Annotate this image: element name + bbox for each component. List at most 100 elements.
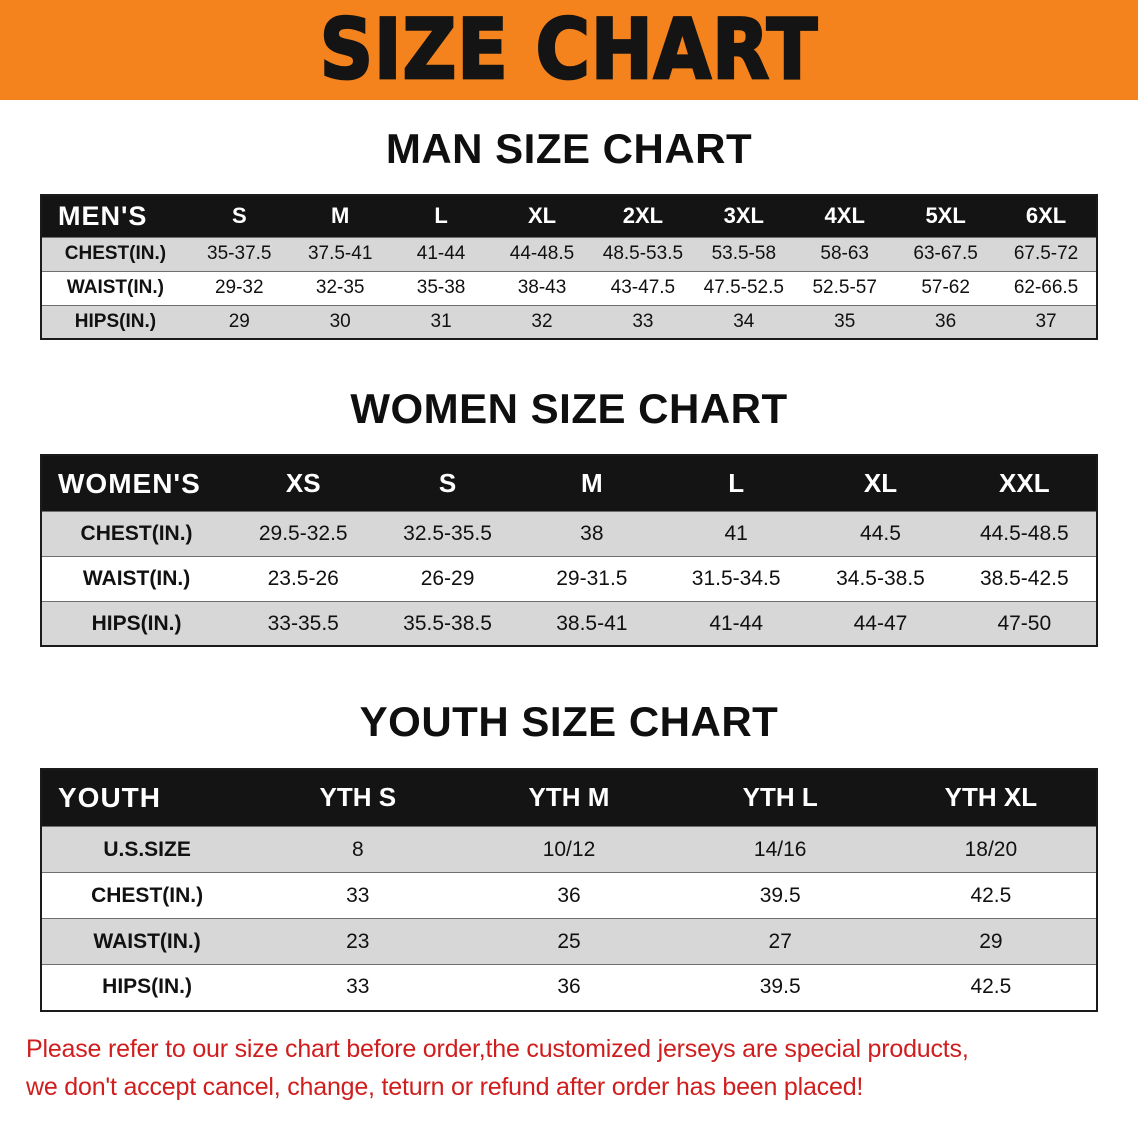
value-cell: 35-38	[416, 277, 466, 299]
row-label-cell: CHEST(IN.)	[91, 883, 204, 907]
size-header-cell: L	[728, 468, 745, 499]
value-cell: 33	[346, 883, 370, 907]
value-cell: 63-67.5	[913, 243, 978, 265]
size-header-cell: M	[581, 468, 603, 499]
table-header-row: MEN'S S M L XL 2XL 3XL 4XL 5XL 6XL	[41, 195, 1097, 238]
value-cell: 37	[1035, 310, 1057, 332]
women-size-table: WOMEN'S XS S M L XL XXL CHEST(IN.) 29.5-32.5 32.5…	[40, 454, 1098, 648]
size-header-cell: S	[231, 203, 247, 229]
row-label-cell: WAIST(IN.)	[82, 566, 191, 590]
value-cell: 30	[329, 310, 351, 332]
value-cell: 41-44	[709, 611, 764, 635]
value-cell: 31	[430, 310, 452, 332]
women-section-heading: WOMEN SIZE CHART	[350, 385, 788, 433]
table-header-row: WOMEN'S XS S M L XL XXL	[41, 455, 1097, 512]
size-header-cell: 4XL	[824, 203, 865, 229]
value-cell: 31.5-34.5	[691, 566, 781, 590]
size-header-cell: M	[331, 203, 350, 229]
value-cell: 33	[346, 975, 370, 999]
value-cell: 48.5-53.5	[602, 243, 684, 265]
measurement-row: HIPS(IN.) 33-35.5 35.5-38.5 38.5-41 41-44 44-…	[41, 601, 1097, 647]
value-cell: 29	[979, 929, 1003, 953]
measurement-row: HIPS(IN.) 29 30 31 32 33 34 35 36 37	[41, 305, 1097, 340]
size-header-cell: 2XL	[622, 203, 664, 229]
value-cell: 44.5-48.5	[979, 521, 1069, 545]
measurement-row: WAIST(IN.) 23.5-26 26-29 29-31.5 31.5-34.5 34…	[41, 556, 1097, 602]
value-cell: 36	[557, 975, 581, 999]
row-label-cell: HIPS(IN.)	[74, 310, 157, 332]
measurement-row: HIPS(IN.) 33 36 39.5 42.5	[41, 964, 1097, 1011]
youth-size-section: YOUTH SIZE CHART YOUTH YTH S YTH M YTH L YTH…	[0, 698, 1138, 1012]
value-cell: 58-63	[820, 243, 870, 265]
size-header-cell: YTH XL	[944, 782, 1038, 813]
page-title: SIZE CHART	[319, 1, 819, 99]
table-header-row: YOUTH YTH S YTH M YTH L YTH XL	[41, 768, 1097, 827]
table-title-cell: MEN'S	[58, 200, 148, 231]
value-cell: 14/16	[753, 837, 807, 861]
disclaimer-line-1: Please refer to our size chart before or…	[26, 1034, 969, 1063]
value-cell: 35	[834, 310, 856, 332]
value-cell: 32	[531, 310, 553, 332]
value-cell: 35-37.5	[207, 243, 272, 265]
value-cell: 38.5-41	[556, 611, 628, 635]
value-cell: 33	[632, 310, 654, 332]
value-cell: 41-44	[416, 243, 466, 265]
value-cell: 32-35	[315, 277, 365, 299]
measurement-row: CHEST(IN.) 29.5-32.5 32.5-35.5 38 41 44.5 44.5…	[41, 511, 1097, 557]
size-header-cell: YTH L	[742, 782, 818, 813]
measurement-row: WAIST(IN.) 29-32 32-35 35-38 38-43 43-47.5 47.…	[41, 271, 1097, 306]
value-cell: 26-29	[420, 566, 475, 590]
row-label-cell: WAIST(IN.)	[66, 277, 164, 299]
disclaimer-note: Please refer to our size chart before or…	[0, 1030, 1138, 1108]
value-cell: 39.5	[759, 975, 801, 999]
value-cell: 36	[935, 310, 957, 332]
size-chart-page: SIZE CHART MAN SIZE CHART MEN'S S M L XL 2XL 3…	[0, 0, 1138, 1108]
men-size-section: MAN SIZE CHART MEN'S S M L XL 2XL 3XL 4XL 5XL 6XL…	[0, 125, 1138, 341]
size-header-cell: 3XL	[723, 203, 764, 229]
value-cell: 29-31.5	[556, 566, 628, 590]
value-cell: 27	[768, 929, 792, 953]
value-cell: 23	[346, 929, 370, 953]
value-cell: 47-50	[997, 611, 1052, 635]
value-cell: 62-66.5	[1013, 277, 1079, 299]
size-header-cell: S	[438, 468, 457, 499]
value-cell: 42.5	[970, 975, 1012, 999]
value-cell: 37.5-41	[307, 243, 373, 265]
value-cell: 44-48.5	[509, 243, 575, 265]
youth-section-heading: YOUTH SIZE CHART	[359, 698, 779, 746]
row-label-cell: WAIST(IN.)	[93, 929, 201, 953]
table-title-cell: YOUTH	[58, 781, 161, 813]
youth-size-table: YOUTH YTH S YTH M YTH L YTH XL U.S.SIZE 8 10/12…	[40, 767, 1098, 1012]
value-cell: 42.5	[970, 883, 1012, 907]
value-cell: 43-47.5	[610, 277, 676, 299]
value-cell: 25	[557, 929, 581, 953]
size-header-cell: XXL	[999, 468, 1050, 499]
value-cell: 32.5-35.5	[403, 521, 492, 545]
value-cell: 18/20	[964, 837, 1018, 861]
row-label-cell: U.S.SIZE	[103, 837, 191, 861]
value-cell: 41	[724, 521, 748, 545]
value-cell: 36	[557, 883, 581, 907]
table-title-cell: WOMEN'S	[58, 467, 201, 499]
men-section-heading: MAN SIZE CHART	[385, 125, 753, 172]
value-cell: 38.5-42.5	[979, 566, 1069, 590]
women-size-section: WOMEN SIZE CHART WOMEN'S XS S M L XL XXL CHEST(…	[0, 385, 1138, 648]
size-header-cell: 5XL	[925, 203, 966, 229]
value-cell: 57-62	[921, 277, 970, 299]
value-cell: 34.5-38.5	[836, 566, 925, 590]
disclaimer-line-2: we don't accept cancel, change, teturn o…	[26, 1073, 864, 1102]
value-cell: 29.5-32.5	[258, 521, 348, 545]
value-cell: 52.5-57	[812, 277, 877, 299]
row-label-cell: HIPS(IN.)	[102, 975, 193, 999]
size-header-cell: YTH S	[319, 782, 397, 813]
value-cell: 35.5-38.5	[403, 611, 492, 635]
value-cell: 34	[733, 310, 755, 332]
title-banner: SIZE CHART	[0, 0, 1138, 100]
value-cell: 38-43	[517, 277, 567, 299]
row-label-cell: CHEST(IN.)	[80, 521, 193, 545]
row-label-cell: CHEST(IN.)	[64, 243, 167, 265]
value-cell: 38	[580, 521, 604, 545]
value-cell: 23.5-26	[267, 566, 339, 590]
row-label-cell: HIPS(IN.)	[91, 611, 182, 635]
men-size-table: MEN'S S M L XL 2XL 3XL 4XL 5XL 6XL CHEST(IN.) 35-37…	[40, 194, 1098, 341]
